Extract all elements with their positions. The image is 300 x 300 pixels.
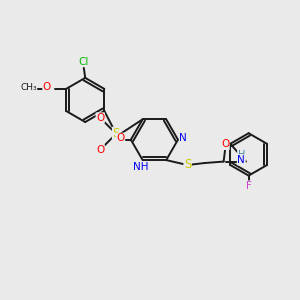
Text: O: O xyxy=(43,82,51,92)
Text: Cl: Cl xyxy=(79,57,89,67)
Text: H: H xyxy=(238,150,245,160)
Text: N: N xyxy=(237,155,245,165)
Text: O: O xyxy=(96,113,104,123)
Text: O: O xyxy=(116,133,125,143)
Text: N: N xyxy=(179,133,187,143)
Text: O: O xyxy=(221,140,229,149)
Text: F: F xyxy=(246,181,252,191)
Text: S: S xyxy=(184,158,191,171)
Text: S: S xyxy=(112,127,120,140)
Text: NH: NH xyxy=(134,162,149,172)
Text: CH₃: CH₃ xyxy=(20,83,37,92)
Text: O: O xyxy=(96,145,104,155)
